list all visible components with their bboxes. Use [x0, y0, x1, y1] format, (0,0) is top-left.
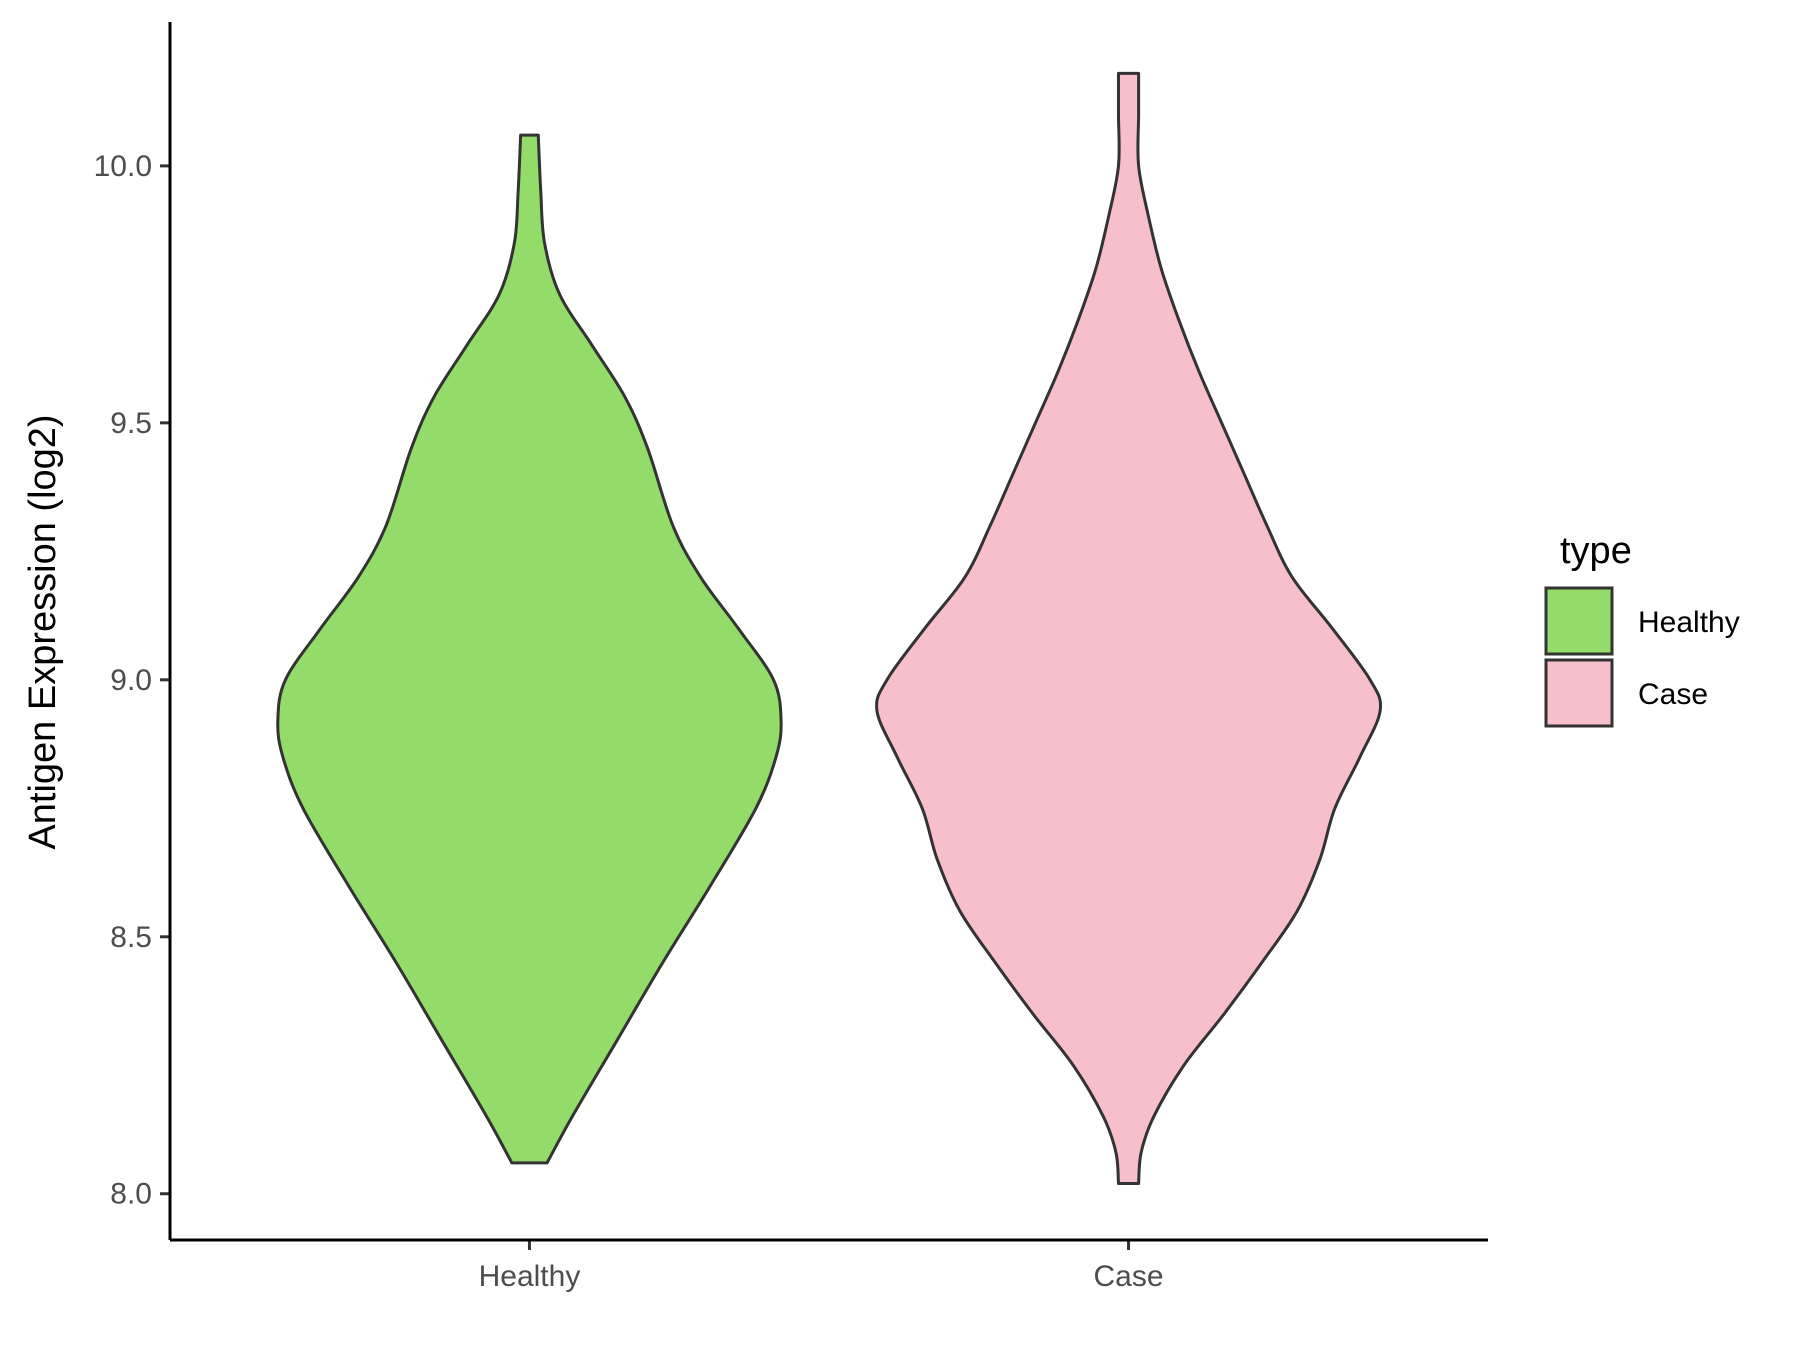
- y-axis-ticks: 8.0 8.5 9.0 9.5 10.0: [94, 150, 170, 1211]
- y-tick-label: 8.5: [110, 921, 152, 954]
- x-tick-label: Healthy: [479, 1260, 581, 1293]
- y-tick-label: 8.0: [110, 1178, 152, 1211]
- legend-swatch-healthy: [1544, 586, 1614, 656]
- legend-title: type: [1560, 530, 1632, 572]
- x-axis-ticks: Healthy Case: [479, 1240, 1164, 1293]
- legend-swatch-case: [1544, 658, 1614, 728]
- y-tick-label: 9.0: [110, 664, 152, 697]
- violin-case: [875, 71, 1383, 1185]
- legend-label: Case: [1638, 678, 1708, 711]
- y-tick-label: 10.0: [94, 150, 152, 183]
- x-tick-label: Case: [1094, 1260, 1164, 1293]
- y-axis-title: Antigen Expression (log2): [22, 414, 64, 849]
- legend-entries: Healthy Case: [1544, 586, 1740, 728]
- y-tick-label: 9.5: [110, 407, 152, 440]
- violin-healthy: [276, 133, 783, 1165]
- legend: type Healthy Case: [1544, 530, 1740, 728]
- legend-label: Healthy: [1638, 606, 1740, 639]
- violin-layer: [276, 71, 1383, 1185]
